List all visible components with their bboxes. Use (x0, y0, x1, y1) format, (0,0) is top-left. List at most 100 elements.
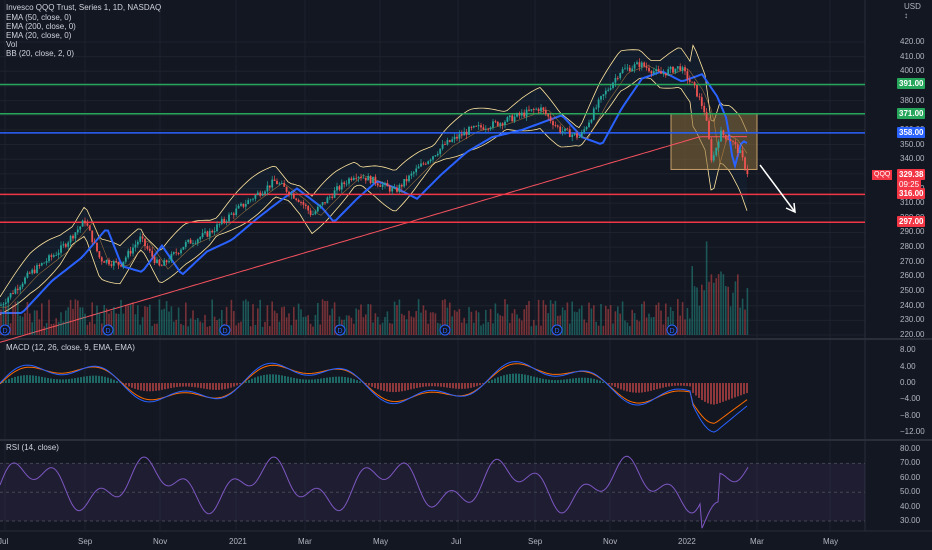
candle-body (300, 201, 302, 203)
macd-histogram-bar (269, 374, 271, 383)
indicator-ema20-label[interactable]: EMA (20, close, 0) (6, 31, 72, 40)
volume-bar (617, 306, 619, 335)
volume-bar (569, 323, 571, 335)
macd-histogram-bar (170, 383, 172, 389)
candle-body (235, 208, 238, 215)
volume-bar (189, 318, 192, 335)
volume-bar (485, 309, 487, 335)
volume-bar (79, 307, 81, 335)
candle-body (290, 193, 293, 196)
macd-histogram-bar (152, 383, 154, 392)
candle-body (451, 139, 454, 142)
volume-bar (705, 241, 708, 335)
volume-bar (7, 305, 9, 335)
volume-bar (408, 310, 410, 335)
volume-bar (317, 302, 319, 335)
volume-bar (413, 317, 415, 335)
candle-body (156, 259, 158, 263)
volume-bar (29, 313, 31, 335)
candle-body (585, 127, 588, 130)
volume-bar (458, 308, 461, 335)
candle-body (276, 180, 278, 185)
volume-bar (144, 306, 146, 335)
candle-body (129, 250, 132, 254)
candle-body (31, 269, 34, 274)
volume-bar (446, 307, 449, 335)
macd-histogram-bar (314, 379, 316, 383)
macd-histogram-bar (329, 377, 331, 383)
macd-histogram-bar (335, 376, 337, 383)
rsi-tick: 80.00 (900, 444, 921, 453)
macd-histogram-bar (98, 375, 100, 383)
volume-bar (403, 315, 405, 335)
volume-bar (605, 305, 607, 335)
macd-histogram-bar (392, 383, 394, 393)
macd-histogram-bar (614, 383, 616, 387)
volume-bar (350, 317, 353, 335)
macd-histogram-bar (17, 376, 19, 383)
macd-histogram-bar (299, 378, 301, 383)
indicator-vol-label[interactable]: Vol (6, 40, 18, 49)
volume-bar (744, 309, 746, 335)
candle-body (84, 220, 86, 224)
level-price-tag: 391.00 (897, 78, 926, 90)
indicator-ema200-label[interactable]: EMA (200, close, 0) (6, 22, 76, 31)
indicator-bb-label[interactable]: BB (20, close, 2, 0) (6, 49, 75, 58)
volume-bar (278, 321, 281, 335)
candle-body (573, 133, 576, 135)
volume-bar (65, 310, 67, 335)
macd-histogram-bar (50, 378, 52, 383)
volume-bar (9, 323, 12, 335)
candle-body (388, 186, 391, 192)
macd-histogram-bar (617, 383, 619, 389)
currency-label[interactable]: USD ↕ (904, 2, 921, 20)
volume-bar (165, 301, 168, 335)
macd-histogram-bar (434, 383, 436, 387)
candle-body (468, 126, 470, 135)
candle-body (242, 203, 245, 207)
macd-histogram-bar (413, 383, 415, 389)
candle-body (268, 185, 271, 188)
macd-histogram-bar (293, 377, 295, 383)
candle-body (74, 232, 77, 239)
candle-body (141, 236, 144, 239)
rsi-label[interactable]: RSI (14, close) (6, 443, 59, 452)
candle-body (355, 177, 358, 179)
volume-bar (657, 302, 660, 335)
volume-bar (497, 313, 499, 335)
volume-bar (636, 319, 638, 335)
volume-bar (84, 313, 86, 335)
candle-body (537, 108, 540, 112)
volume-bar (48, 299, 50, 335)
volume-bar (725, 286, 727, 335)
volume-bar (487, 322, 489, 335)
indicator-ema50-label[interactable]: EMA (50, close, 0) (6, 13, 72, 22)
macd-histogram-bar (302, 379, 304, 383)
candle-body (681, 67, 684, 71)
macd-histogram-bar (191, 383, 193, 387)
volume-bar (425, 310, 427, 335)
volume-bar (285, 317, 288, 335)
macd-histogram-bar (557, 379, 559, 383)
volume-bar (554, 300, 557, 335)
candle-body (655, 69, 658, 72)
volume-bar (225, 306, 228, 335)
macd-histogram-bar (86, 376, 88, 383)
macd-histogram-bar (467, 383, 469, 389)
candle-body (609, 87, 612, 90)
macd-histogram-bar (524, 374, 526, 383)
macd-label[interactable]: MACD (12, 26, close, 9, EMA, EMA) (6, 343, 135, 352)
level-price-tag: 358.00 (897, 126, 926, 138)
volume-bar (194, 319, 197, 335)
macd-histogram-bar (137, 383, 139, 390)
volume-bar (72, 308, 74, 335)
candle-body (271, 179, 274, 188)
macd-histogram-bar (353, 379, 355, 383)
volume-bar (74, 299, 77, 335)
volume-bar (715, 278, 717, 335)
candle-body (348, 178, 350, 184)
macd-histogram-bar (494, 378, 496, 383)
candle-body (648, 67, 650, 72)
candle-body (230, 213, 233, 215)
